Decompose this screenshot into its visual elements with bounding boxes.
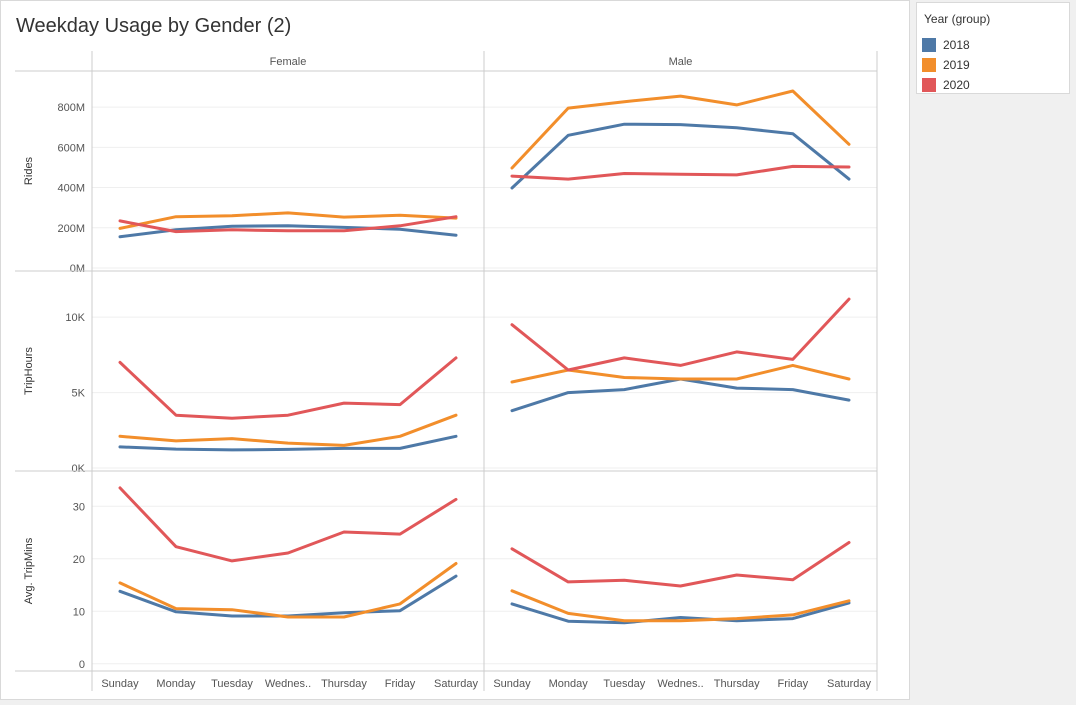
series-line-avg-tripmins-female-2018 bbox=[118, 574, 458, 618]
series-line-avg-tripmins-female-2020 bbox=[118, 486, 458, 563]
x-tick-label: Wednes.. bbox=[265, 678, 311, 690]
chart-worksheet: Weekday Usage by Gender (2) Female Male 0M… bbox=[0, 0, 910, 700]
legend-swatch bbox=[922, 58, 936, 72]
y-tick-label: 0K bbox=[72, 463, 86, 475]
legend-label: 2018 bbox=[943, 38, 970, 52]
y-tick-label: 20 bbox=[73, 554, 85, 566]
chart-plot-area: Female Male 0M 200M 400M 600M 800M Rides 0K 5K 10K… bbox=[15, 51, 878, 691]
series-line-triphours-female-2018 bbox=[118, 434, 458, 452]
series-line-avg-tripmins-male-2018 bbox=[510, 601, 851, 625]
series-line-rides-male-2019 bbox=[510, 89, 851, 170]
series-line-triphours-male-2020 bbox=[510, 297, 851, 372]
x-tick-label: Sunday bbox=[493, 678, 531, 690]
x-tick-label: Saturday bbox=[827, 678, 872, 690]
x-tick-label: Monday bbox=[156, 678, 196, 690]
y-tick-label: 600M bbox=[57, 142, 85, 154]
legend-title: Year (group) bbox=[924, 12, 991, 26]
legend: Year (group) 2018 2019 2020 bbox=[916, 2, 1070, 94]
y-tick-label: 10K bbox=[65, 312, 85, 324]
legend-item-2018[interactable]: 2018 bbox=[921, 36, 1067, 54]
x-tick-label: Friday bbox=[385, 678, 416, 690]
y-tick-label: 800M bbox=[57, 102, 85, 114]
x-tick-label: Thursday bbox=[321, 678, 367, 690]
y-axis-title: Rides bbox=[23, 156, 35, 185]
series-line-avg-tripmins-female-2019 bbox=[118, 562, 458, 619]
legend-item-2020[interactable]: 2020 bbox=[921, 76, 1067, 94]
y-axis-title: TripHours bbox=[23, 347, 35, 395]
legend-swatch bbox=[922, 38, 936, 52]
series-line-rides-male-2018 bbox=[510, 122, 851, 190]
series-line-avg-tripmins-male-2020 bbox=[510, 541, 851, 588]
y-tick-label: 10 bbox=[73, 606, 85, 618]
y-tick-label: 400M bbox=[57, 183, 85, 195]
x-tick-label: Wednes.. bbox=[657, 678, 703, 690]
series-line-triphours-male-2018 bbox=[510, 377, 851, 413]
series-line-avg-tripmins-male-2019 bbox=[510, 589, 851, 623]
legend-label: 2019 bbox=[943, 58, 970, 72]
series-line-triphours-female-2020 bbox=[118, 356, 458, 420]
x-tick-label: Friday bbox=[778, 678, 809, 690]
x-tick-label: Thursday bbox=[714, 678, 760, 690]
series-line-rides-female-2018 bbox=[118, 224, 458, 239]
x-tick-label: Tuesday bbox=[211, 678, 253, 690]
y-tick-label: 200M bbox=[57, 223, 85, 235]
legend-label: 2020 bbox=[943, 78, 970, 92]
x-tick-label: Sunday bbox=[101, 678, 139, 690]
y-tick-label: 30 bbox=[73, 501, 85, 513]
column-header-male: Male bbox=[669, 56, 693, 68]
y-tick-label: 5K bbox=[72, 388, 86, 400]
y-tick-label: 0M bbox=[70, 263, 85, 275]
series-line-rides-female-2019 bbox=[118, 211, 458, 230]
column-header-female: Female bbox=[270, 56, 307, 68]
y-tick-label: 0 bbox=[79, 659, 85, 671]
legend-swatch bbox=[922, 78, 936, 92]
series-line-triphours-female-2019 bbox=[118, 413, 458, 447]
x-tick-label: Saturday bbox=[434, 678, 479, 690]
x-tick-label: Monday bbox=[549, 678, 589, 690]
y-axis-title: Avg. TripMins bbox=[23, 537, 35, 604]
series-line-triphours-male-2019 bbox=[510, 363, 851, 384]
series-line-rides-male-2020 bbox=[510, 164, 851, 181]
series-line-rides-female-2020 bbox=[118, 215, 458, 234]
x-tick-label: Tuesday bbox=[603, 678, 645, 690]
legend-item-2019[interactable]: 2019 bbox=[921, 56, 1067, 74]
chart-title: Weekday Usage by Gender (2) bbox=[16, 15, 292, 37]
